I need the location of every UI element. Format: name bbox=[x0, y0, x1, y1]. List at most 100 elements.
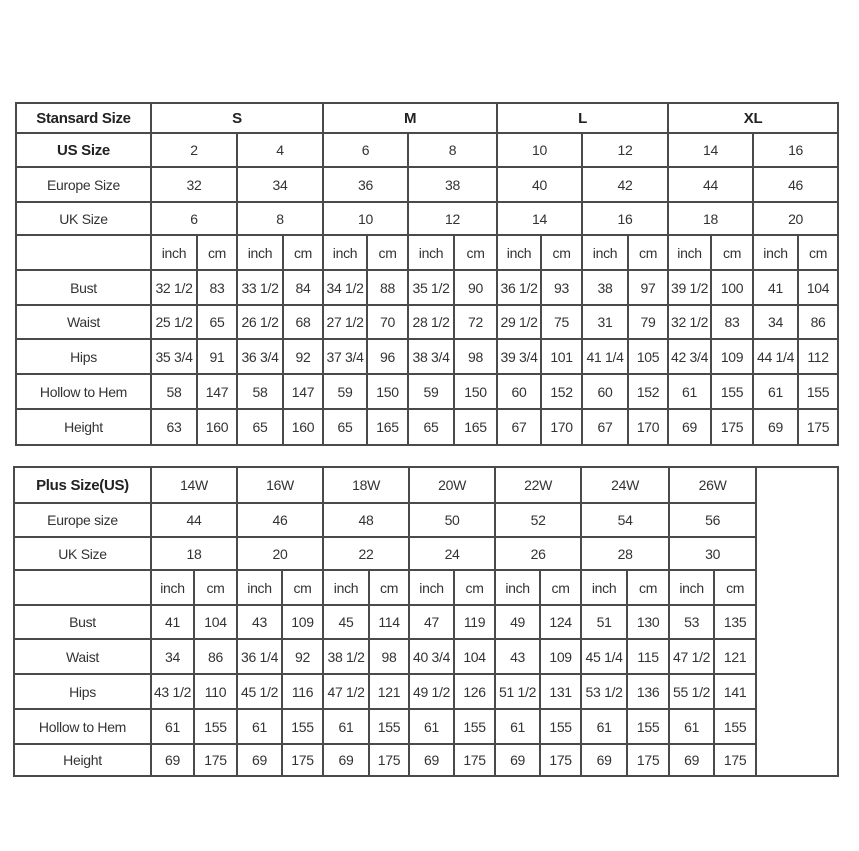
unit-row: inch cm inch cm inch cm inch cm inch cm inch cm inch… bbox=[15, 234, 840, 271]
measurement-value: 69 bbox=[580, 743, 629, 777]
measurement-value: 53 1/2 bbox=[580, 673, 629, 710]
measurement-value: 69 bbox=[236, 743, 284, 777]
measurement-value: 155 bbox=[626, 708, 671, 745]
size-value: 46 bbox=[236, 502, 325, 538]
row-label: Bust bbox=[13, 604, 152, 640]
measurement-value: 67 bbox=[581, 408, 630, 446]
measurement-value: 59 bbox=[407, 373, 456, 410]
size-value: 14 bbox=[667, 132, 755, 168]
measurement-value: 147 bbox=[281, 373, 325, 410]
measurement-value: 152 bbox=[627, 373, 670, 410]
measurement-value: 91 bbox=[196, 338, 238, 375]
size-value: 40 bbox=[496, 166, 584, 203]
measurement-row: Height 69 175 69 175 69 175 69 175 69 175 69 175 69 17… bbox=[13, 743, 838, 777]
measurement-value: 86 bbox=[797, 304, 840, 340]
size-value: 28 bbox=[580, 536, 671, 571]
size-group-xl: XL bbox=[667, 102, 840, 134]
size-value: 36 bbox=[322, 166, 410, 203]
measurement-value: 43 bbox=[236, 604, 284, 640]
measurement-value: 79 bbox=[627, 304, 670, 340]
measurement-value: 93 bbox=[540, 269, 584, 306]
unit-label: cm bbox=[281, 569, 325, 606]
size-value: 16 bbox=[581, 201, 670, 236]
plus-size-22w: 22W bbox=[494, 466, 583, 504]
measurement-value: 141 bbox=[713, 673, 758, 710]
measurement-value: 104 bbox=[453, 638, 497, 675]
measurement-value: 61 bbox=[580, 708, 629, 745]
measurement-row: Bust 41 104 43 109 45 114 47 119 49 124 51 130 53 135 bbox=[13, 604, 838, 640]
measurement-value: 152 bbox=[540, 373, 584, 410]
measurement-value: 40 3/4 bbox=[408, 638, 456, 675]
measurement-value: 83 bbox=[710, 304, 755, 340]
size-value: 46 bbox=[752, 166, 840, 203]
measurement-value: 45 1/4 bbox=[580, 638, 629, 675]
unit-label: inch bbox=[408, 569, 456, 606]
measurement-value: 86 bbox=[192, 638, 239, 675]
empty-label-cell bbox=[15, 234, 152, 271]
unit-label: inch bbox=[322, 569, 371, 606]
size-value: 30 bbox=[668, 536, 758, 571]
size-value: 10 bbox=[322, 201, 410, 236]
row-label: US Size bbox=[15, 132, 152, 168]
measurement-value: 175 bbox=[368, 743, 411, 777]
measurement-value: 109 bbox=[710, 338, 755, 375]
size-value: 54 bbox=[580, 502, 671, 538]
measurement-value: 61 bbox=[150, 708, 195, 745]
measurement-row: Waist 25 1/2 65 26 1/2 68 27 1/2 70 28 1/2 72 29 … bbox=[15, 304, 840, 340]
measurement-value: 105 bbox=[627, 338, 670, 375]
measurement-value: 38 bbox=[581, 269, 630, 306]
measurement-value: 32 1/2 bbox=[667, 304, 713, 340]
measurement-value: 69 bbox=[668, 743, 716, 777]
measurement-value: 69 bbox=[752, 408, 800, 446]
measurement-row: Waist 34 86 36 1/4 92 38 1/2 98 40 3/4 104 43 109 4… bbox=[13, 638, 838, 675]
measurement-value: 63 bbox=[150, 408, 198, 446]
measurement-value: 88 bbox=[366, 269, 410, 306]
size-group-s: S bbox=[149, 102, 325, 134]
measurement-value: 35 1/2 bbox=[407, 269, 456, 306]
measurement-value: 175 bbox=[626, 743, 671, 777]
measurement-value: 121 bbox=[368, 673, 411, 710]
measurement-value: 126 bbox=[453, 673, 497, 710]
measurement-value: 61 bbox=[668, 708, 716, 745]
measurement-value: 36 1/4 bbox=[236, 638, 284, 675]
unit-label: cm bbox=[797, 234, 840, 271]
size-value: 18 bbox=[667, 201, 755, 236]
measurement-value: 61 bbox=[408, 708, 456, 745]
measurement-row: Bust 32 1/2 83 33 1/2 84 34 1/2 88 35 1/2 90 36 1… bbox=[15, 269, 840, 306]
measurement-value: 25 1/2 bbox=[150, 304, 198, 340]
measurement-row: Height 63 160 65 160 65 165 65 165 67 170 67 170 69 17… bbox=[15, 408, 840, 446]
measurement-value: 41 1/4 bbox=[581, 338, 630, 375]
standard-size-chart: Stansard Size S M L XL US Size 2 4 6 8 10 12 14 16 Eur… bbox=[15, 102, 840, 446]
measurement-value: 124 bbox=[539, 604, 583, 640]
row-label: Europe Size bbox=[15, 166, 152, 203]
row-label: Bust bbox=[15, 269, 152, 306]
row-label: Height bbox=[15, 408, 152, 446]
unit-label: cm bbox=[192, 569, 239, 606]
size-value: 22 bbox=[322, 536, 411, 571]
unit-label: inch bbox=[236, 234, 284, 271]
measurement-value: 104 bbox=[192, 604, 239, 640]
size-value: 12 bbox=[581, 132, 670, 168]
measurement-value: 69 bbox=[494, 743, 542, 777]
unit-label: inch bbox=[407, 234, 456, 271]
size-value: 38 bbox=[407, 166, 499, 203]
measurement-value: 60 bbox=[496, 373, 543, 410]
row-label: UK Size bbox=[13, 536, 152, 571]
measurement-value: 147 bbox=[196, 373, 238, 410]
measurement-row: Hips 35 3/4 91 36 3/4 92 37 3/4 96 38 3/4 98 39 3… bbox=[15, 338, 840, 375]
measurement-value: 175 bbox=[539, 743, 583, 777]
plus-size-label: Plus Size(US) bbox=[13, 466, 152, 504]
measurement-value: 58 bbox=[150, 373, 198, 410]
measurement-value: 33 1/2 bbox=[236, 269, 284, 306]
measurement-value: 160 bbox=[281, 408, 325, 446]
measurement-value: 155 bbox=[797, 373, 840, 410]
measurement-value: 155 bbox=[539, 708, 583, 745]
size-value: 14 bbox=[496, 201, 584, 236]
unit-label: cm bbox=[366, 234, 410, 271]
measurement-value: 70 bbox=[366, 304, 410, 340]
measurement-value: 43 bbox=[494, 638, 542, 675]
unit-label: cm bbox=[368, 569, 411, 606]
size-value: 2 bbox=[150, 132, 238, 168]
measurement-value: 109 bbox=[539, 638, 583, 675]
measurement-value: 98 bbox=[453, 338, 499, 375]
